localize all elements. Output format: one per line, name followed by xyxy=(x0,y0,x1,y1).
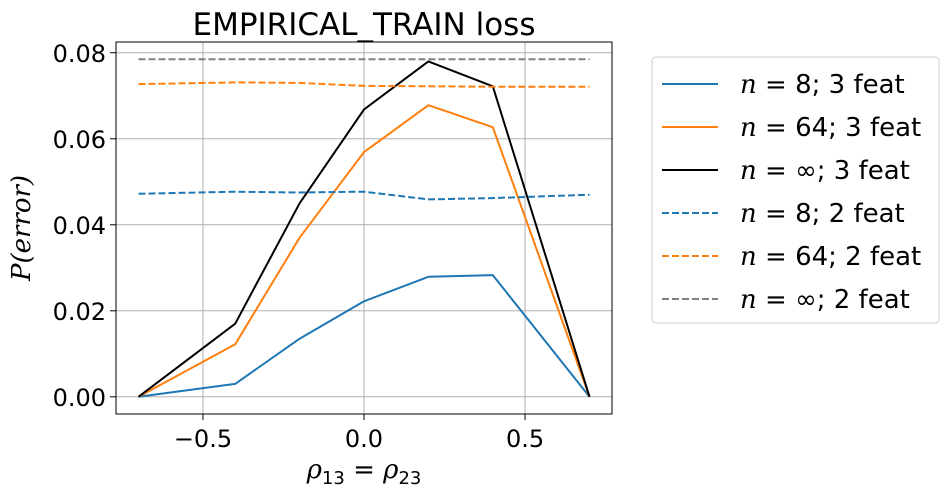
y-tick-label: 0.06 xyxy=(53,126,106,154)
legend-label-4: n = 64; 2 feat xyxy=(740,242,921,272)
legend-label-0: n = 8; 3 feat xyxy=(740,70,905,100)
x-axis-title: ρ13 = ρ23 xyxy=(306,455,422,489)
y-tick-label: 0.04 xyxy=(53,212,106,240)
series-line-4 xyxy=(138,81,590,88)
y-axis-title: P(error) xyxy=(7,175,37,282)
ticks: −0.5 0.0 0.5 0.00 0.02 0.04 0.06 0.08 xyxy=(53,40,545,453)
y-tick-label: 0.08 xyxy=(53,40,106,68)
series-line-0 xyxy=(138,274,591,398)
legend-label-2: n = ∞; 3 feat xyxy=(740,156,910,186)
y-tick-label: 0.00 xyxy=(53,384,106,412)
series-layer xyxy=(137,58,591,398)
x-tick-label: 0.0 xyxy=(345,425,383,453)
legend-box xyxy=(651,56,940,324)
x-tick-label: 0.5 xyxy=(506,425,544,453)
legend: n = 8; 3 feat n = 64; 3 feat n = ∞; 3 feat… xyxy=(651,56,940,324)
series-line-3 xyxy=(138,190,590,201)
legend-label-5: n = ∞; 2 feat xyxy=(740,285,910,315)
x-tick-label: −0.5 xyxy=(174,425,232,453)
series-line-1 xyxy=(138,104,591,398)
legend-label-1: n = 64; 3 feat xyxy=(740,113,921,143)
grid xyxy=(116,42,612,414)
legend-label-3: n = 8; 2 feat xyxy=(740,199,905,229)
y-tick-label: 0.02 xyxy=(53,298,106,326)
chart-title: EMPIRICAL_TRAIN loss xyxy=(193,7,536,43)
